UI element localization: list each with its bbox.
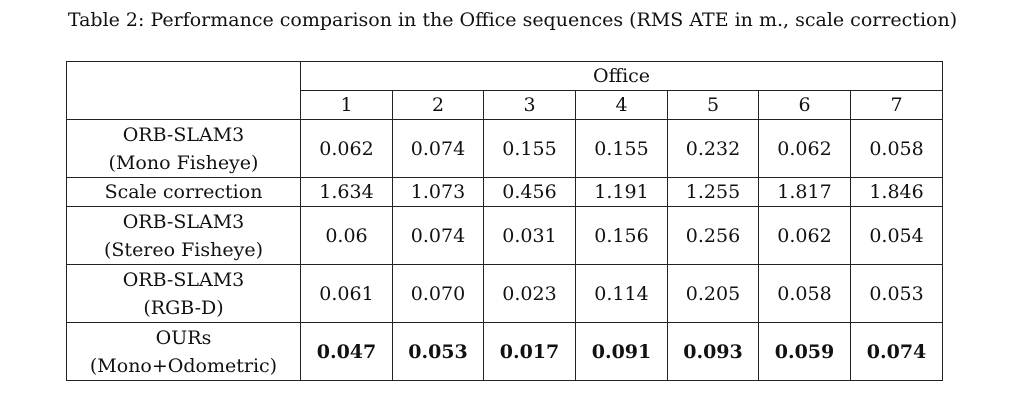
column-header: 2 [392, 90, 484, 120]
value-cell: 0.074 [392, 206, 484, 265]
table-row: Scale correction 1.634 1.073 0.456 1.191… [66, 177, 944, 207]
performance-table: Office 1 2 3 4 5 6 7 ORB-SLAM3 (Mono Fis… [66, 61, 944, 381]
value-cell: 0.017 [483, 322, 576, 381]
value-cell: 0.232 [667, 119, 759, 178]
table-row: ORB-SLAM3 (RGB-D) 0.061 0.070 0.023 0.11… [66, 264, 944, 323]
value-cell: 0.059 [758, 322, 851, 381]
value-cell: 0.054 [849, 206, 944, 265]
table-row: ORB-SLAM3 (Stereo Fisheye) 0.06 0.074 0.… [66, 206, 944, 265]
table-row: OURs (Mono+Odometric) 0.047 0.053 0.017 … [66, 322, 944, 381]
method-cell: OURs (Mono+Odometric) [66, 322, 301, 381]
value-cell: 0.053 [849, 264, 944, 323]
value-cell: 0.074 [392, 119, 484, 178]
value-cell: 0.031 [483, 206, 576, 265]
value-cell: 0.053 [392, 322, 484, 381]
header-empty-cell [66, 61, 301, 120]
method-name: ORB-SLAM3 [122, 123, 245, 146]
method-variant: (RGB-D) [143, 296, 224, 319]
scale-correction-label: Scale correction [66, 177, 301, 207]
value-cell: 0.070 [392, 264, 484, 323]
value-cell: 0.205 [667, 264, 759, 323]
method-name: OURs [155, 326, 212, 349]
value-cell: 0.06 [300, 206, 393, 265]
value-cell: 0.058 [849, 119, 944, 178]
column-header: 3 [483, 90, 576, 120]
table-row: ORB-SLAM3 (Mono Fisheye) 0.062 0.074 0.1… [66, 119, 944, 178]
method-name: ORB-SLAM3 [122, 210, 245, 233]
method-cell: ORB-SLAM3 (Mono Fisheye) [66, 119, 301, 178]
method-name: ORB-SLAM3 [122, 268, 245, 291]
value-cell: 1.073 [392, 177, 484, 207]
column-header: 4 [575, 90, 668, 120]
column-header: 1 [300, 90, 393, 120]
value-cell: 1.191 [575, 177, 668, 207]
value-cell: 0.155 [483, 119, 576, 178]
column-header: 7 [849, 90, 944, 120]
method-cell: ORB-SLAM3 (Stereo Fisheye) [66, 206, 301, 265]
value-cell: 0.155 [575, 119, 668, 178]
value-cell: 1.634 [300, 177, 393, 207]
value-cell: 0.093 [667, 322, 759, 381]
value-cell: 0.074 [849, 322, 944, 381]
value-cell: 0.062 [300, 119, 393, 178]
column-header: 6 [758, 90, 851, 120]
office-group-header: Office [299, 61, 944, 91]
value-cell: 0.256 [667, 206, 759, 265]
value-cell: 0.114 [575, 264, 668, 323]
method-variant: (Stereo Fisheye) [104, 238, 263, 261]
value-cell: 1.846 [849, 177, 944, 207]
header-row-columns: 1 2 3 4 5 6 7 [67, 90, 944, 120]
method-variant: (Mono Fisheye) [108, 151, 259, 174]
value-cell: 0.047 [300, 322, 393, 381]
method-variant: (Mono+Odometric) [89, 354, 278, 377]
value-cell: 0.061 [300, 264, 393, 323]
table-caption: Table 2: Performance comparison in the O… [67, 9, 958, 31]
value-cell: 0.062 [758, 119, 851, 178]
value-cell: 0.156 [575, 206, 668, 265]
value-cell: 0.456 [483, 177, 576, 207]
header-row-group: Office [66, 61, 944, 120]
value-cell: 0.062 [758, 206, 851, 265]
value-cell: 0.023 [483, 264, 576, 323]
value-cell: 1.817 [758, 177, 851, 207]
method-cell: ORB-SLAM3 (RGB-D) [66, 264, 301, 323]
value-cell: 0.091 [575, 322, 668, 381]
value-cell: 0.058 [758, 264, 851, 323]
column-header: 5 [667, 90, 759, 120]
value-cell: 1.255 [667, 177, 759, 207]
